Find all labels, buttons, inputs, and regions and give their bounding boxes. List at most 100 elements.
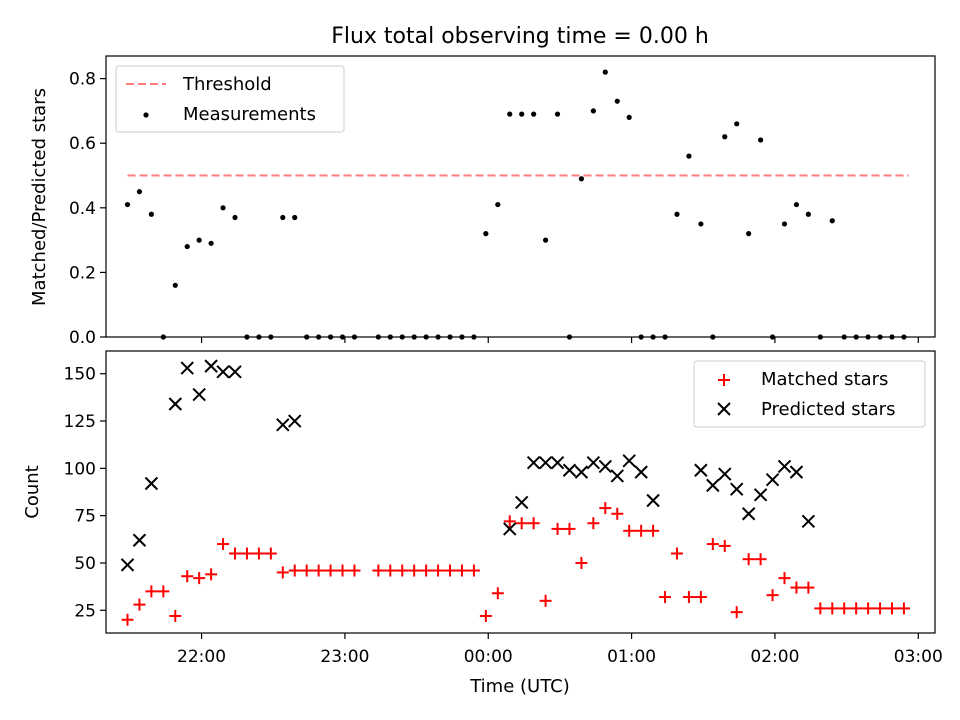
- y-tick-label: 0.0: [69, 328, 96, 348]
- predicted-star-point: [132, 533, 147, 547]
- matched-star-point: [312, 564, 325, 577]
- predicted-star-point: [789, 465, 804, 479]
- predicted-star-point: [514, 495, 529, 510]
- predicted-star-point: [503, 522, 517, 536]
- measurement-point: [184, 243, 190, 250]
- matched-star-point: [814, 602, 827, 615]
- x-tick-label: 22:00: [177, 647, 226, 667]
- matched-star-point: [754, 553, 767, 566]
- predicted-star-point: [730, 482, 744, 496]
- predicted-star-point: [550, 455, 565, 470]
- matched-star-point: [455, 564, 468, 577]
- legend-threshold-label: Threshold: [182, 74, 272, 95]
- matched-star-point: [766, 589, 779, 602]
- matched-star-point: [647, 524, 660, 537]
- matched-star-point: [229, 547, 242, 560]
- top-legend-box: [115, 65, 345, 133]
- measurement-point: [208, 240, 214, 246]
- matched-star-point: [491, 587, 504, 600]
- predicted-star-point: [694, 463, 708, 477]
- matched-star-point: [551, 522, 564, 535]
- matched-star-point: [467, 564, 480, 577]
- x-tick-label: 23:00: [320, 647, 369, 667]
- measurement-point: [220, 205, 226, 211]
- matched-star-point: [742, 553, 755, 566]
- measurement-point: [614, 98, 620, 104]
- bottom-panel: 25 50 75 100 125 150 22:00 23:00 00:00 01:00 02:0…: [22, 350, 943, 697]
- measurement-point: [232, 214, 238, 221]
- y-tick-label: 150: [64, 365, 96, 385]
- predicted-star-point: [765, 472, 780, 487]
- top-y-ticks: 0.0 0.2 0.4 0.6 0.8: [69, 70, 106, 348]
- matched-star-point: [897, 602, 910, 615]
- predicted-star-point: [562, 463, 577, 477]
- matched-star-point: [635, 524, 648, 537]
- matched-star-point: [288, 564, 301, 577]
- matched-star-point: [408, 564, 421, 577]
- predicted-star-point: [718, 467, 732, 481]
- matched-star-point: [217, 538, 230, 551]
- matched-star-point: [157, 585, 170, 598]
- matched-star-point: [145, 585, 158, 598]
- y-tick-label: 25: [74, 601, 96, 621]
- predicted-star-point: [646, 493, 660, 508]
- matched-star-point: [599, 502, 612, 515]
- measurement-point: [136, 189, 143, 195]
- predicted-star-point: [801, 514, 816, 529]
- measurement-point: [829, 218, 835, 224]
- bottom-x-ticks: 22:00 23:00 00:00 01:00 02:00 03:00: [177, 633, 943, 667]
- matched-star-point: [694, 591, 707, 604]
- predicted-star-point: [538, 455, 553, 470]
- predicted-star-point: [228, 365, 242, 379]
- x-tick-label: 02:00: [750, 647, 799, 667]
- matched-star-point: [611, 507, 624, 520]
- matched-star-point: [575, 556, 588, 569]
- measurement-point: [578, 176, 585, 182]
- measurement-point: [746, 231, 752, 237]
- measurement-point: [507, 111, 513, 117]
- legend-matched-label: Matched stars: [761, 369, 888, 390]
- y-tick-label: 0.2: [69, 263, 96, 283]
- predicted-star-point: [622, 454, 636, 468]
- top-panel: Flux total observing time = 0.00 h 0.0 0.…: [29, 24, 936, 348]
- matched-star-point: [826, 602, 839, 615]
- predicted-star-point: [777, 459, 792, 474]
- measurement-point: [698, 221, 704, 227]
- matched-star-point: [432, 564, 445, 577]
- predicted-star-point: [120, 558, 135, 572]
- matched-star-point: [670, 547, 683, 560]
- predicted-star-point: [610, 469, 624, 483]
- y-tick-label: 0.6: [69, 134, 96, 154]
- top-axes-frame: [105, 55, 936, 338]
- matched-star-point: [659, 591, 672, 604]
- top-legend: Threshold Measurements: [115, 65, 345, 133]
- measurement-point: [805, 211, 811, 217]
- predicted-star-point: [192, 387, 206, 402]
- matched-star-point: [264, 547, 277, 560]
- matched-star-point: [862, 602, 875, 615]
- measurement-point: [757, 137, 764, 143]
- matched-star-point: [300, 564, 313, 577]
- measurement-point: [793, 201, 800, 208]
- measurement-point: [554, 111, 561, 117]
- top-title: Flux total observing time = 0.00 h: [331, 24, 709, 49]
- measurement-point: [495, 201, 501, 208]
- matched-star-point: [193, 572, 206, 585]
- measurement-point: [172, 282, 178, 288]
- matched-star-point: [527, 517, 540, 530]
- matched-star-point: [348, 564, 361, 577]
- measurement-point: [722, 134, 728, 140]
- matched-star-point: [885, 602, 898, 615]
- measurement-point: [781, 221, 788, 227]
- predicted-star-point: [741, 507, 756, 521]
- measurement-point: [148, 211, 154, 217]
- predicted-star-point: [204, 359, 218, 373]
- matched-star-point: [802, 581, 815, 594]
- measurement-point: [734, 121, 740, 127]
- predicted-star-point: [216, 365, 230, 379]
- matched-star-point: [563, 522, 576, 535]
- measurement-point: [602, 69, 608, 75]
- y-tick-label: 100: [64, 459, 96, 479]
- bottom-axes-frame: [105, 350, 936, 634]
